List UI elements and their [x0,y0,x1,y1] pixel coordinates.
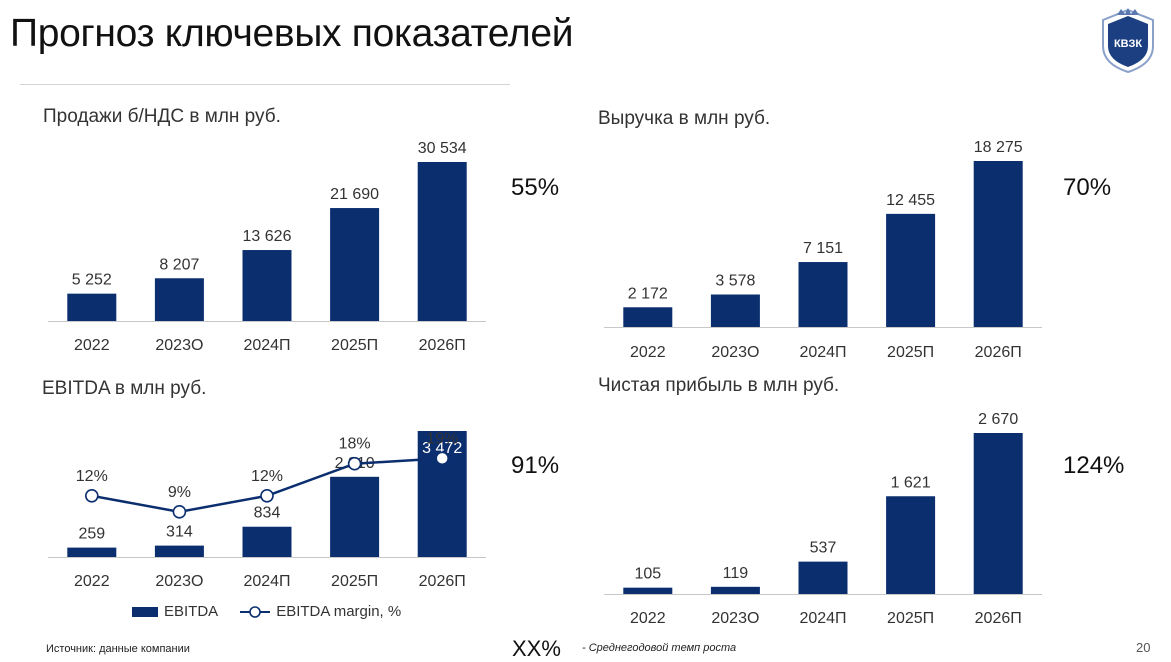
ebitda-category-label: 2022 [74,573,110,590]
revenue-chart: 2 172 2022 3 578 2023О 7 151 2024П 12 455 2025П… [604,139,1042,361]
revenue-data-label: 7 151 [803,240,843,257]
sales-data-label: 13 626 [243,228,292,245]
cagr-sales: 55% [511,174,560,201]
net_profit-data-label: 1 621 [891,474,931,491]
ebitda-data-label: 834 [254,505,281,522]
ebitda-margin-marker [347,456,362,471]
net_profit-category-label: 2024П [799,610,846,627]
revenue-category-label: 2022 [630,344,666,361]
sales-chart: 5 252 2022 8 207 2023О 13 626 2024П 21 690 2025… [48,140,486,354]
ebitda-category-label: 2025П [331,573,378,590]
chart-title-ebitda: EBITDA в млн руб. [42,378,207,399]
source-note: Источник: данные компании [46,643,190,655]
net_profit-category-label: 2022 [630,610,666,627]
revenue-data-label: 2 172 [628,285,668,302]
net_profit-bar [710,586,760,594]
sales-category-label: 2026П [419,337,466,354]
sales-bar [242,250,292,321]
sales-category-label: 2022 [74,337,110,354]
revenue-category-label: 2026П [975,344,1022,361]
ebitda-margin-label: 12% [251,468,283,485]
net_profit-category-label: 2026П [975,610,1022,627]
net_profit-bar [798,561,848,594]
revenue-data-label: 3 578 [715,272,755,289]
ebitda-category-label: 2023О [155,573,203,590]
legend-bar-swatch [132,606,158,617]
sales-bar [417,162,467,321]
revenue-category-label: 2025П [887,344,934,361]
ebitda-bar [242,526,292,557]
net_profit-category-label: 2023О [711,610,759,627]
revenue-bar [623,307,673,327]
net_profit-category-label: 2025П [887,610,934,627]
legend-line-icon [240,605,271,618]
sales-bar [154,278,204,321]
page-title: Прогноз ключевых показателей [10,12,574,55]
net_profit-bar [886,496,936,594]
net-profit-chart: 105 2022 119 2023О 537 2024П 1 621 2025П 2 670 20… [604,411,1042,627]
logo-text: КВЗК [1114,38,1142,50]
legend-bar-label: EBITDA [164,603,219,620]
chart-title-revenue: Выручка в млн руб. [598,108,771,129]
revenue-bar [886,213,936,327]
ebitda-data-label: 314 [166,524,193,541]
ebitda-category-label: 2026П [419,573,466,590]
ebitda-bar [330,476,380,557]
chart-title-net-profit: Чистая прибыль в млн руб. [598,375,840,396]
sales-category-label: 2023О [155,337,203,354]
sales-data-label: 5 252 [72,272,112,289]
ebitda-margin-marker [260,488,274,503]
ebitda-bar [67,547,117,557]
cagr-footnote-text: - Среднегодовой темп роста [582,642,737,654]
net_profit-bar [973,433,1023,594]
ebitda-data-label: 3 472 [422,440,462,457]
sales-data-label: 21 690 [330,186,379,203]
ebitda-bar [154,545,204,557]
cagr-revenue: 70% [1063,174,1112,201]
revenue-category-label: 2024П [799,344,846,361]
net_profit-data-label: 119 [723,565,749,582]
revenue-bar [973,161,1023,327]
title-divider [20,84,510,85]
sales-bar [330,208,380,321]
ebitda-data-label: 259 [78,526,105,543]
ebitda-margin-label: 12% [76,468,108,485]
sales-bar [67,293,117,321]
net_profit-bar [623,587,673,594]
revenue-bar [710,294,760,327]
ebitda-margin-marker [85,488,99,503]
sales-data-label: 30 534 [418,140,467,157]
ebitda-margin-label: 18% [339,436,371,453]
net_profit-data-label: 2 670 [978,411,1018,428]
net_profit-data-label: 105 [634,566,661,583]
company-logo-icon: КВЗК [1102,8,1154,74]
revenue-data-label: 12 455 [886,192,935,209]
sales-category-label: 2025П [331,337,378,354]
cagr-footnote-key: XX% [512,636,561,661]
ebitda-margin-label: 19% [426,430,458,447]
net_profit-data-label: 537 [810,540,837,557]
ebitda-margin-marker [172,505,187,519]
chart-title-sales: Продажи б/НДС в млн руб. [43,106,281,127]
sales-data-label: 8 207 [159,256,199,273]
cagr-net-profit: 124% [1063,452,1125,479]
revenue-category-label: 2023О [711,344,759,361]
cagr-ebitda: 91% [511,452,560,479]
ebitda-margin-label: 9% [168,484,191,501]
ebitda-legend: EBITDA EBITDA margin, % [132,603,401,620]
page-number: 20 [1136,640,1151,655]
sales-category-label: 2024П [243,337,290,354]
legend-line-label: EBITDA margin, % [276,603,402,620]
revenue-bar [798,262,848,327]
ebitda-margin-marker [435,451,450,466]
ebitda-category-label: 2024П [243,573,290,590]
revenue-data-label: 18 275 [974,139,1023,156]
